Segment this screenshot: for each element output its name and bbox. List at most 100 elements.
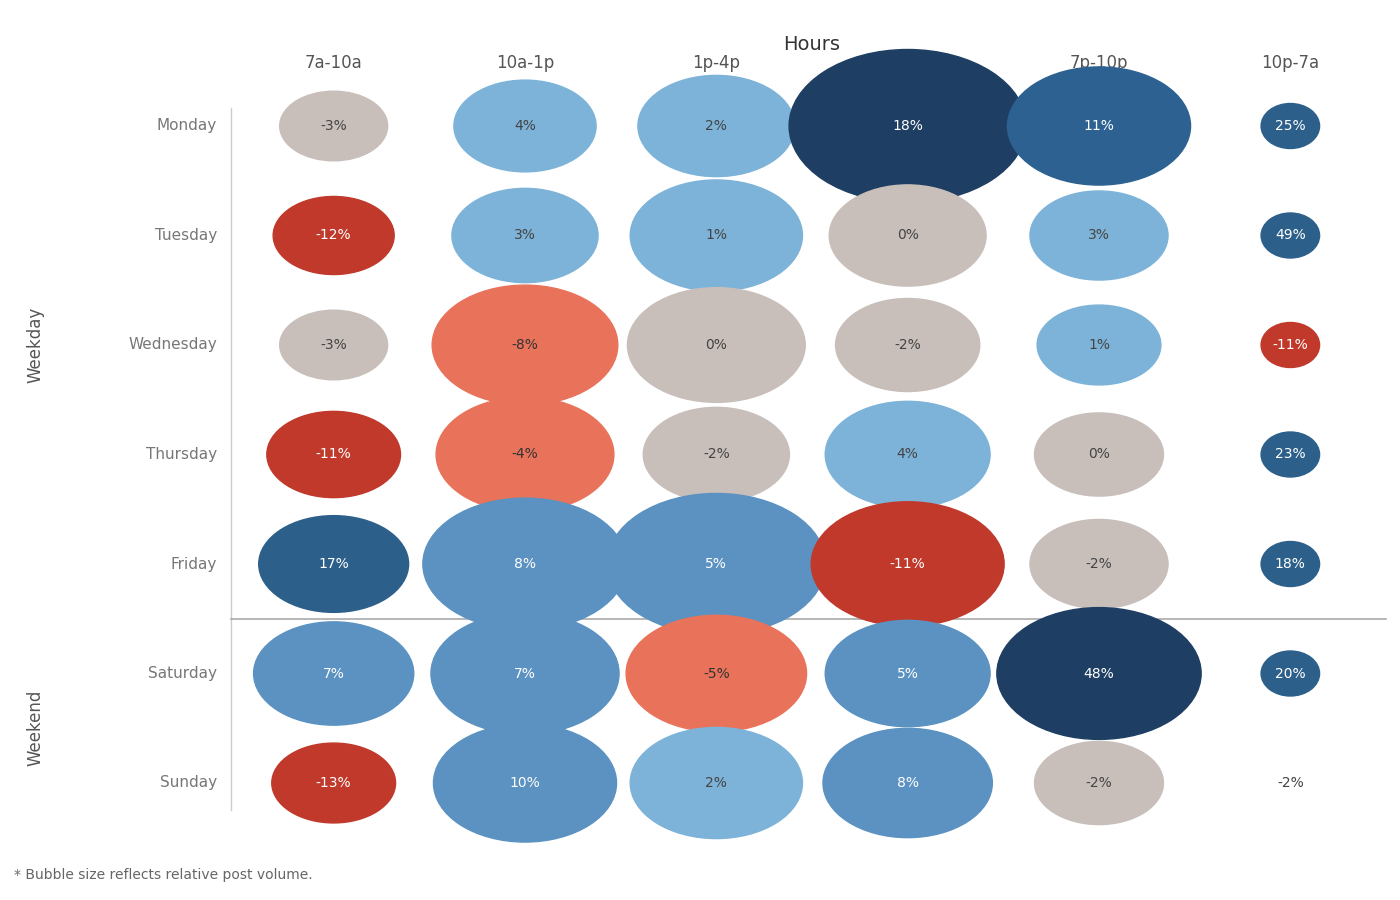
Text: 2%: 2% (706, 119, 727, 133)
Ellipse shape (1030, 191, 1168, 280)
Text: -4%: -4% (511, 447, 539, 462)
Ellipse shape (267, 411, 400, 498)
Ellipse shape (626, 616, 806, 732)
Text: 10p-7a: 10p-7a (1261, 54, 1319, 72)
Ellipse shape (836, 299, 980, 392)
Text: * Bubble size reflects relative post volume.: * Bubble size reflects relative post vol… (14, 868, 312, 882)
Ellipse shape (638, 76, 795, 176)
Text: 5%: 5% (897, 667, 918, 680)
Ellipse shape (1261, 322, 1320, 367)
Text: 8%: 8% (896, 776, 918, 790)
Text: 23%: 23% (1275, 447, 1306, 462)
Text: 18%: 18% (1275, 557, 1306, 571)
Ellipse shape (259, 516, 409, 612)
Text: 20%: 20% (1275, 667, 1306, 680)
Text: -11%: -11% (1273, 338, 1308, 352)
Text: -2%: -2% (1277, 776, 1303, 790)
Ellipse shape (1261, 432, 1320, 477)
Ellipse shape (454, 80, 596, 172)
Text: -2%: -2% (1085, 776, 1113, 790)
Text: Saturday: Saturday (148, 666, 217, 681)
Ellipse shape (829, 184, 986, 286)
Ellipse shape (1037, 305, 1161, 385)
Text: Thursday: Thursday (146, 447, 217, 462)
Ellipse shape (1008, 67, 1190, 185)
Text: Monday: Monday (157, 119, 217, 133)
Text: 5%: 5% (706, 557, 727, 571)
Ellipse shape (431, 613, 619, 734)
Ellipse shape (627, 288, 805, 402)
Ellipse shape (435, 397, 615, 512)
Text: Friday: Friday (171, 556, 217, 572)
Text: 17%: 17% (318, 557, 349, 571)
Text: 10%: 10% (510, 776, 540, 790)
Ellipse shape (433, 285, 617, 405)
Text: 25%: 25% (1275, 119, 1306, 133)
Ellipse shape (1035, 742, 1163, 824)
Ellipse shape (452, 188, 598, 283)
Text: Weekend: Weekend (27, 690, 43, 767)
Text: 7a-10a: 7a-10a (305, 54, 363, 72)
Text: 10a-1p: 10a-1p (496, 54, 554, 72)
Text: -11%: -11% (890, 557, 925, 571)
Text: Sunday: Sunday (160, 776, 217, 790)
Ellipse shape (423, 498, 627, 630)
Text: -11%: -11% (316, 447, 351, 462)
Text: -3%: -3% (321, 338, 347, 352)
Text: -8%: -8% (511, 338, 539, 352)
Ellipse shape (1261, 542, 1320, 587)
Text: -3%: -3% (321, 119, 347, 133)
Text: 48%: 48% (1084, 667, 1114, 680)
Ellipse shape (823, 728, 993, 838)
Text: -2%: -2% (1085, 557, 1113, 571)
Text: 11%: 11% (1084, 119, 1114, 133)
Text: 1%: 1% (1088, 338, 1110, 352)
Text: 7%: 7% (323, 667, 344, 680)
Ellipse shape (997, 608, 1201, 740)
Ellipse shape (1261, 213, 1320, 258)
Ellipse shape (643, 408, 790, 501)
Ellipse shape (280, 91, 388, 161)
Text: 2%: 2% (706, 776, 727, 790)
Text: 4%: 4% (514, 119, 536, 133)
Text: 0%: 0% (897, 229, 918, 242)
Text: -13%: -13% (316, 776, 351, 790)
Ellipse shape (1261, 104, 1320, 148)
Text: 8%: 8% (514, 557, 536, 571)
Ellipse shape (273, 196, 395, 274)
Text: Weekday: Weekday (27, 307, 43, 383)
Text: 0%: 0% (706, 338, 727, 352)
Text: 0%: 0% (1088, 447, 1110, 462)
Ellipse shape (630, 180, 802, 291)
Ellipse shape (253, 622, 414, 725)
Text: 7p-10p: 7p-10p (1070, 54, 1128, 72)
Ellipse shape (1261, 651, 1320, 696)
Text: 1p-4p: 1p-4p (693, 54, 741, 72)
Text: 3%: 3% (514, 229, 536, 242)
Text: 49%: 49% (1275, 229, 1306, 242)
Ellipse shape (608, 493, 826, 634)
Text: 18%: 18% (892, 119, 923, 133)
Text: 4p-7p: 4p-7p (883, 54, 931, 72)
Ellipse shape (1030, 519, 1168, 608)
Text: -2%: -2% (703, 447, 729, 462)
Ellipse shape (825, 620, 990, 726)
Ellipse shape (280, 310, 388, 380)
Ellipse shape (272, 743, 396, 823)
Text: 3%: 3% (1088, 229, 1110, 242)
Text: Wednesday: Wednesday (129, 338, 217, 353)
Text: Tuesday: Tuesday (155, 228, 217, 243)
Ellipse shape (434, 724, 616, 842)
Ellipse shape (630, 727, 802, 839)
Text: -12%: -12% (316, 229, 351, 242)
Ellipse shape (790, 50, 1026, 202)
Text: -2%: -2% (895, 338, 921, 352)
Text: 4%: 4% (897, 447, 918, 462)
Text: 1%: 1% (706, 229, 728, 242)
Ellipse shape (1035, 413, 1163, 496)
Text: 7%: 7% (514, 667, 536, 680)
Text: Hours: Hours (784, 35, 840, 55)
Ellipse shape (811, 502, 1004, 626)
Ellipse shape (825, 401, 990, 508)
Text: -5%: -5% (703, 667, 729, 680)
